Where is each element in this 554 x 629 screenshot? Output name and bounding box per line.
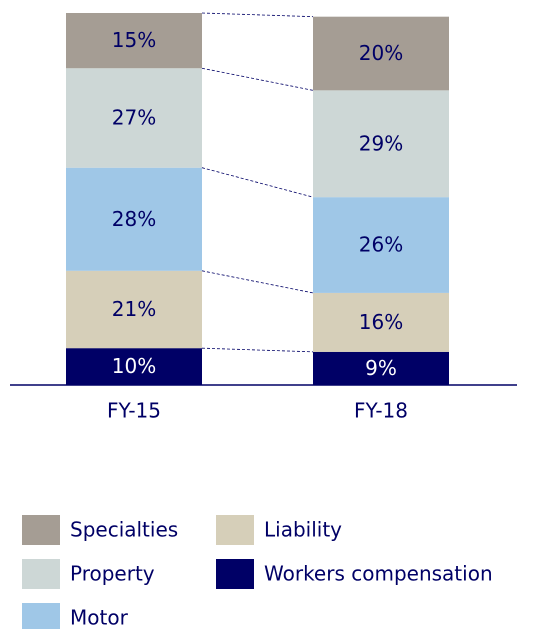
connector: [201, 167, 314, 198]
bar-segment: [313, 16, 449, 91]
connector: [201, 270, 314, 294]
value-label: 29%: [359, 131, 403, 155]
x-tick-label: FY-18: [354, 399, 408, 423]
legend-label: Liability: [264, 518, 342, 542]
value-label: 15%: [112, 28, 156, 52]
bar-segment: [313, 90, 449, 198]
value-label: 10%: [112, 354, 156, 378]
legend-label: Specialties: [70, 518, 178, 542]
bar-segment: [66, 270, 202, 349]
connector: [201, 67, 314, 91]
legend-swatch: [22, 559, 60, 589]
legend-swatch: [22, 603, 60, 629]
bar-segment: [313, 197, 449, 293]
bar-segment: [66, 167, 202, 271]
bar-segment: [66, 13, 202, 69]
value-label: 16%: [359, 310, 403, 334]
value-label: 9%: [365, 356, 397, 380]
bar-segment: [313, 351, 449, 385]
value-label: 27%: [112, 105, 156, 129]
legend-swatch: [22, 515, 60, 545]
legend-label: Workers compensation: [264, 562, 493, 586]
value-label: 20%: [359, 41, 403, 65]
bar-segment: [313, 292, 449, 352]
legend-label: Motor: [70, 606, 129, 629]
bar-segment: [66, 348, 202, 385]
bar-segment: [66, 68, 202, 168]
value-label: 21%: [112, 297, 156, 321]
connector: [201, 12, 314, 18]
legend-swatch: [216, 515, 254, 545]
connector: [201, 347, 314, 353]
legend-label: Property: [70, 562, 155, 586]
x-tick-label: FY-15: [107, 399, 161, 423]
value-label: 28%: [112, 207, 156, 231]
value-label: 26%: [359, 233, 403, 257]
legend-swatch: [216, 559, 254, 589]
